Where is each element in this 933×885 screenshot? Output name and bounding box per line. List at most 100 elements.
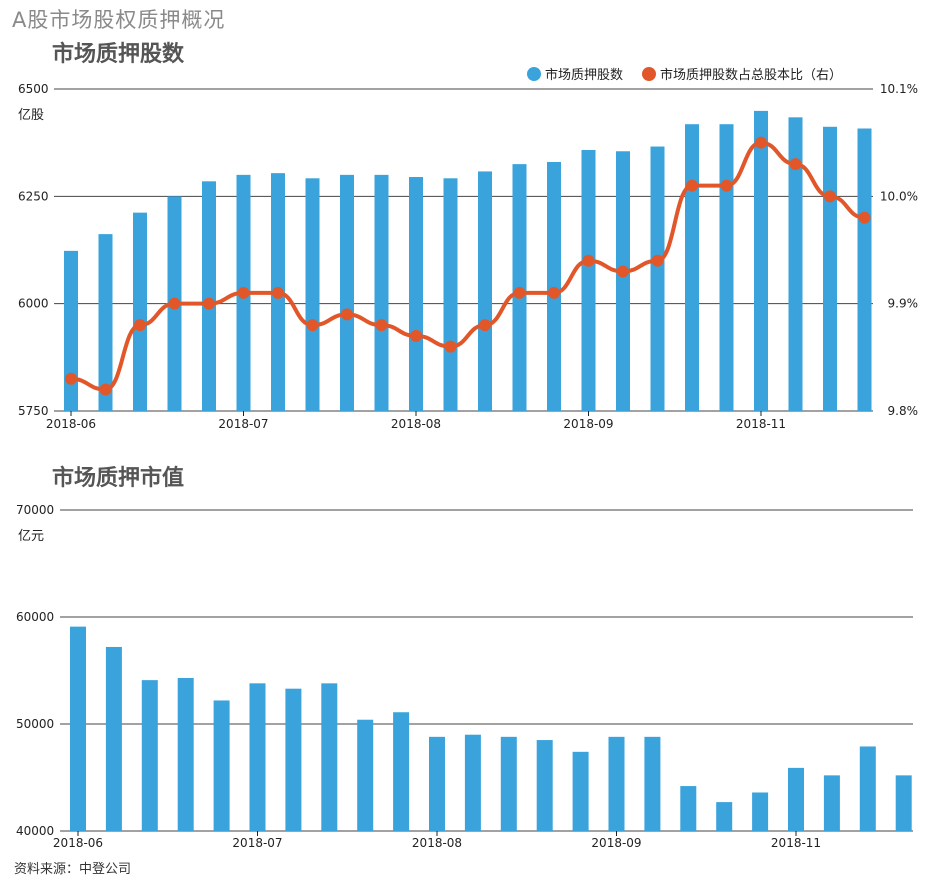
- chart1-bar: [754, 110, 768, 411]
- chart2-bar: [177, 677, 194, 831]
- chart1-bar: [98, 234, 113, 411]
- chart1-ratio-point: [203, 297, 215, 310]
- chart1-ratio-point: [686, 179, 698, 192]
- chart1-bar: [64, 250, 78, 411]
- chart1-ratio-point: [617, 265, 629, 278]
- chart2-bar: [464, 734, 481, 831]
- chart2-bar: [572, 751, 589, 831]
- chart2-x-tick-label: 2018-09: [591, 836, 641, 850]
- chart1-ratio-line: [70, 140, 865, 392]
- chart1-bar: [443, 178, 458, 411]
- chart1-ratio-point: [237, 286, 250, 299]
- chart1-bar: [478, 171, 492, 411]
- page-title: A股市场股权质押概况: [12, 8, 226, 32]
- chart2-x-tick-label: 2018-08: [412, 836, 462, 850]
- chart1-y2-tick-label: 9.8%: [888, 404, 919, 418]
- chart2-bar: [859, 746, 876, 831]
- chart2-bar: [644, 736, 661, 831]
- chart2-bar: [680, 786, 697, 831]
- chart1-ratio-point: [548, 286, 560, 299]
- chart2-y-unit: 亿元: [18, 529, 44, 544]
- chart1-ratio-point: [789, 158, 802, 171]
- chart2-bar: [357, 719, 374, 831]
- chart1-bar: [650, 146, 665, 411]
- chart1-legend-bar-marker: [527, 67, 541, 81]
- chart1-y-tick-label: 5750: [18, 404, 49, 418]
- chart2-bar: [716, 802, 733, 831]
- chart2-bar: [393, 712, 410, 831]
- chart1-legend-line-label: 市场质押股数占总股本比（右）: [660, 67, 842, 83]
- chart1-y-tick-label: 6250: [18, 189, 49, 203]
- chart2-bar: [105, 646, 122, 831]
- chart1-ratio-point: [720, 179, 733, 192]
- chart1-x-tick-label: 2018-08: [391, 417, 441, 431]
- chart2-x-tick-label: 2018-11: [771, 836, 821, 850]
- chart1-ratio-point: [582, 254, 595, 267]
- chart2-bar: [608, 736, 625, 831]
- chart2-bar: [895, 775, 912, 831]
- chart1-ratio-point: [341, 308, 353, 321]
- chart2-bar: [70, 626, 86, 831]
- chart1-ratio-point: [134, 319, 146, 332]
- chart1-bar: [374, 174, 389, 411]
- chart1-ratio-point: [306, 319, 319, 332]
- chart1-x-tick-label: 2018-07: [218, 417, 268, 431]
- chart2-bar: [321, 683, 338, 831]
- chart2-y-tick-label: 40000: [16, 824, 54, 838]
- chart1-title: 市场质押股数: [52, 42, 185, 67]
- chart2-y-tick-label: 60000: [16, 610, 54, 624]
- chart1-bar: [547, 161, 561, 411]
- chart1-bar: [788, 117, 803, 411]
- chart2-title: 市场质押市值: [52, 466, 185, 491]
- chart1-y-tick-label: 6500: [18, 82, 49, 96]
- chart1-bar: [409, 177, 423, 411]
- chart1-x-tick-label: 2018-06: [46, 417, 96, 431]
- chart1-ratio-point: [824, 190, 836, 203]
- chart1-bar: [133, 212, 147, 411]
- chart1-bar: [616, 151, 630, 411]
- chart2-bar: [500, 736, 517, 831]
- chart2-bar: [213, 700, 230, 831]
- chart1-ratio-point: [375, 319, 388, 332]
- chart1-ratio-point: [99, 383, 112, 396]
- chart1-x-tick-label: 2018-11: [736, 417, 786, 431]
- chart1-x-tick-label: 2018-09: [563, 417, 613, 431]
- chart1-y2-tick-label: 10.1%: [880, 82, 918, 96]
- chart2-bar: [752, 792, 769, 831]
- chart1-legend-line-marker: [642, 67, 656, 81]
- chart1-ratio-point: [651, 254, 664, 267]
- chart1-y-unit: 亿股: [18, 108, 44, 123]
- chart1-bar: [202, 181, 216, 411]
- chart2-y-tick-label: 50000: [16, 717, 54, 731]
- chart1-ratio-point: [513, 286, 526, 299]
- chart2-bar: [249, 683, 266, 831]
- chart2-bar: [536, 740, 553, 831]
- chart1-ratio-point: [65, 372, 77, 385]
- chart1-ratio-point: [410, 329, 422, 342]
- chart2-bar: [429, 736, 445, 831]
- chart1-bar: [581, 149, 596, 411]
- chart1-ratio-point: [272, 286, 284, 299]
- chart1-ratio-point: [168, 297, 181, 310]
- chart1-ratio-point: [755, 136, 767, 149]
- chart1-bar: [719, 124, 734, 412]
- source-note: 资料来源：中登公司: [14, 862, 132, 877]
- chart2-bar: [285, 688, 302, 831]
- chart2-x-tick-label: 2018-06: [53, 836, 103, 850]
- chart1-bar: [685, 124, 699, 412]
- chart1-legend-bar-label: 市场质押股数: [545, 67, 623, 83]
- chart1-bar: [340, 174, 354, 411]
- chart1-y-tick-label: 6000: [18, 297, 49, 311]
- chart2-bar: [141, 680, 158, 831]
- chart1-y2-tick-label: 10.0%: [880, 189, 918, 203]
- chart1-ratio-point: [479, 319, 491, 332]
- chart1-bar: [823, 126, 837, 411]
- chart2-bar: [788, 767, 804, 831]
- chart1-ratio-point: [444, 340, 457, 353]
- chart1-bar: [305, 178, 320, 411]
- chart2-y-tick-label: 70000: [16, 503, 54, 517]
- chart2-bar: [823, 775, 840, 831]
- chart1-bar: [857, 128, 872, 412]
- chart2-x-tick-label: 2018-07: [232, 836, 282, 850]
